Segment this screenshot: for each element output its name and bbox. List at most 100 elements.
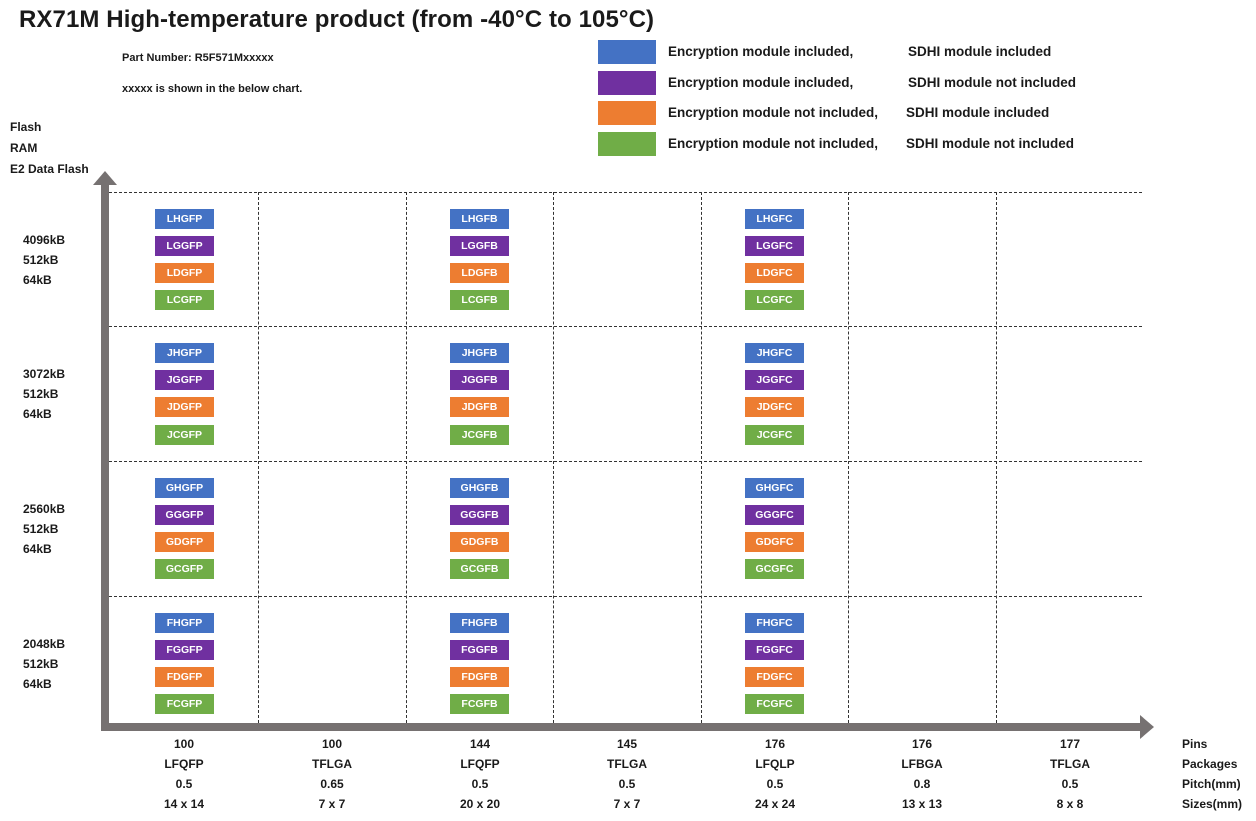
part-chip: FDGFC — [745, 667, 804, 687]
part-chip: FGGFP — [155, 640, 214, 660]
grid-line-h — [109, 192, 1142, 193]
legend-swatch-green — [598, 132, 656, 156]
size: 20 x 20 — [459, 797, 501, 811]
part-chip: JHGFC — [745, 343, 804, 363]
grid-line-v — [701, 192, 702, 723]
part-chip: FHGFC — [745, 613, 804, 633]
flash-size: 3072kB — [23, 367, 66, 381]
part-chip: JGGFB — [450, 370, 509, 390]
legend-sdhi: SDHI module included — [908, 44, 1052, 59]
part-chip: GCGFP — [155, 559, 214, 579]
part-chip: GGGFP — [155, 505, 214, 525]
x-label-packages: Packages — [1182, 757, 1238, 771]
x-col-100-tflga: 100 TFLGA 0.65 7 x 7 — [262, 734, 402, 814]
legend-swatch-blue — [598, 40, 656, 64]
y-axis-header-e2: E2 Data Flash — [10, 162, 89, 176]
legend-item-enc-sdhi: Encryption module included, SDHI module … — [598, 40, 1118, 64]
x-axis-arrow-head-icon — [1140, 715, 1154, 739]
part-chip: JCGFB — [450, 425, 509, 445]
legend-encryption: Encryption module included, — [668, 44, 854, 59]
part-chip: FDGFP — [155, 667, 214, 687]
part-chip: FHGFP — [155, 613, 214, 633]
part-chip: JGGFC — [745, 370, 804, 390]
package: LFBGA — [901, 757, 943, 771]
x-col-145-tflga: 145 TFLGA 0.5 7 x 7 — [557, 734, 697, 814]
ram-size: 512kB — [23, 387, 59, 401]
part-chip: FDGFB — [450, 667, 509, 687]
part-chip: FCGFB — [450, 694, 509, 714]
pitch: 0.5 — [618, 777, 636, 791]
part-chip: JDGFC — [745, 397, 804, 417]
grid-line-v — [553, 192, 554, 723]
part-chip: GCGFB — [450, 559, 509, 579]
package: LFQLP — [755, 757, 795, 771]
part-chip: JHGFP — [155, 343, 214, 363]
size: 13 x 13 — [901, 797, 943, 811]
part-chip: LDGFP — [155, 263, 214, 283]
part-chip: JCGFP — [155, 425, 214, 445]
part-chip: FCGFC — [745, 694, 804, 714]
pitch: 0.5 — [766, 777, 784, 791]
size: 7 x 7 — [613, 797, 641, 811]
x-label-pins: Pins — [1182, 737, 1208, 751]
legend-sdhi: SDHI module not included — [906, 136, 1074, 151]
grid-line-h — [109, 461, 1142, 462]
pins: 177 — [1059, 737, 1081, 751]
y-row-label-2560: 2560kB 512kB 64kB — [23, 499, 65, 559]
x-col-144-lfqfp: 144 LFQFP 0.5 20 x 20 — [410, 734, 550, 814]
grid-line-v — [406, 192, 407, 723]
flash-size: 2048kB — [23, 637, 66, 651]
part-chip: LGGFC — [745, 236, 804, 256]
package: LFQFP — [460, 757, 500, 771]
part-chip: LGGFP — [155, 236, 214, 256]
y-axis-arrow-head-icon — [93, 171, 117, 185]
package: TFLGA — [312, 757, 352, 771]
part-chip: JGGFP — [155, 370, 214, 390]
legend-encryption: Encryption module included, — [668, 75, 854, 90]
pins: 100 — [173, 737, 195, 751]
ram-size: 512kB — [23, 253, 59, 267]
y-axis-header-ram: RAM — [10, 141, 38, 155]
pins: 144 — [469, 737, 491, 751]
x-label-pitch: Pitch(mm) — [1182, 777, 1241, 791]
y-axis-arrow-shaft — [101, 184, 109, 731]
grid-line-v — [996, 192, 997, 723]
part-chip: GGGFC — [745, 505, 804, 525]
part-chip: LHGFB — [450, 209, 509, 229]
part-chip: JDGFB — [450, 397, 509, 417]
size: 14 x 14 — [163, 797, 205, 811]
part-chip: GHGFB — [450, 478, 509, 498]
e2-size: 64kB — [23, 407, 52, 421]
part-chip: FGGFC — [745, 640, 804, 660]
e2-size: 64kB — [23, 677, 52, 691]
part-chip: LGGFB — [450, 236, 509, 256]
part-chip: JDGFP — [155, 397, 214, 417]
pins: 145 — [616, 737, 638, 751]
page-title: RX71M High-temperature product (from -40… — [19, 6, 655, 33]
part-chip: LCGFC — [745, 290, 804, 310]
legend-item-noenc-sdhi: Encryption module not included, SDHI mod… — [598, 101, 1118, 125]
x-col-100-lfqfp: 100 LFQFP 0.5 14 x 14 — [114, 734, 254, 814]
legend-encryption: Encryption module not included, — [668, 136, 879, 151]
flash-size: 4096kB — [23, 233, 66, 247]
grid-line-v — [258, 192, 259, 723]
ram-size: 512kB — [23, 657, 59, 671]
part-chip: LDGFC — [745, 263, 804, 283]
part-chip: LHGFP — [155, 209, 214, 229]
part-chip: LCGFB — [450, 290, 509, 310]
pitch: 0.5 — [1061, 777, 1079, 791]
part-chip: FGGFB — [450, 640, 509, 660]
x-axis-arrow-shaft — [101, 723, 1141, 731]
pitch: 0.5 — [471, 777, 489, 791]
package: TFLGA — [1050, 757, 1090, 771]
y-row-label-4096: 4096kB 512kB 64kB — [23, 230, 65, 290]
pitch: 0.8 — [913, 777, 931, 791]
pins: 100 — [321, 737, 343, 751]
pitch: 0.5 — [175, 777, 193, 791]
part-chip: GHGFP — [155, 478, 214, 498]
part-chip: GGGFB — [450, 505, 509, 525]
package: TFLGA — [607, 757, 647, 771]
size: 7 x 7 — [318, 797, 346, 811]
package: LFQFP — [164, 757, 204, 771]
part-chip: LCGFP — [155, 290, 214, 310]
